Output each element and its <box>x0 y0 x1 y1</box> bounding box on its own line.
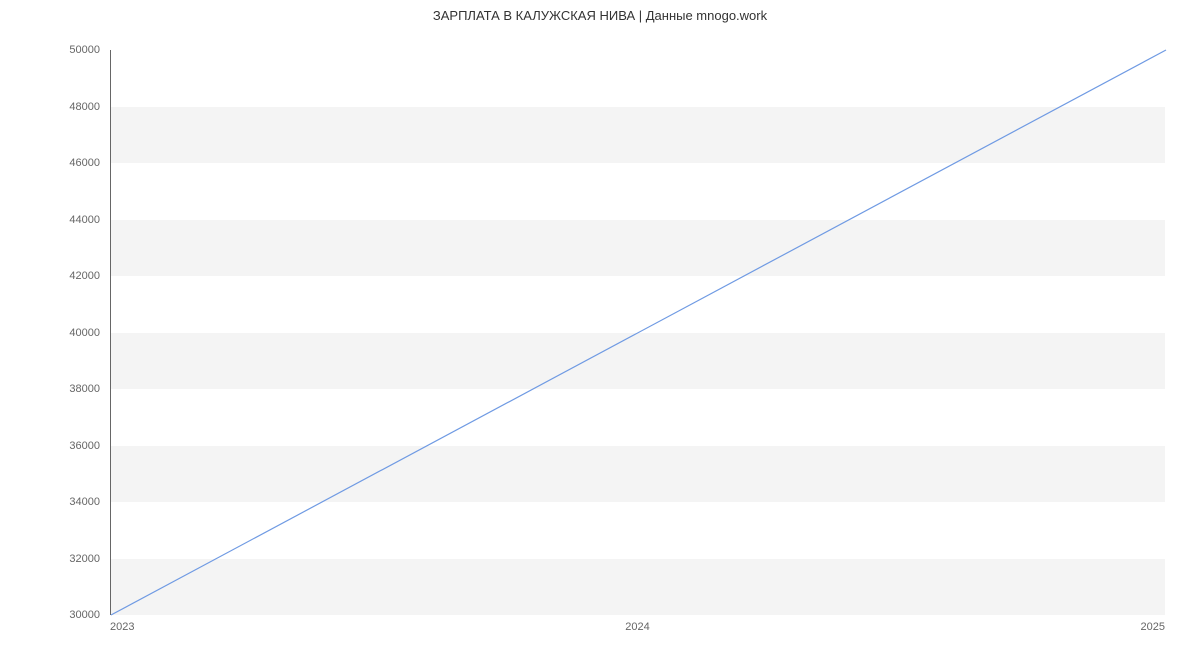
y-tick-label: 30000 <box>0 609 100 621</box>
y-tick-label: 34000 <box>0 496 100 508</box>
y-tick-label: 38000 <box>0 383 100 395</box>
y-tick-label: 48000 <box>0 101 100 113</box>
y-tick-label: 40000 <box>0 327 100 339</box>
y-tick-label: 42000 <box>0 270 100 282</box>
salary-line-chart: ЗАРПЛАТА В КАЛУЖСКАЯ НИВА | Данные mnogo… <box>0 0 1200 650</box>
y-tick-label: 36000 <box>0 440 100 452</box>
x-tick-label: 2023 <box>110 621 134 633</box>
y-tick-label: 44000 <box>0 214 100 226</box>
y-tick-label: 50000 <box>0 44 100 56</box>
plot-area <box>110 50 1165 615</box>
y-tick-label: 32000 <box>0 553 100 565</box>
x-tick-label: 2024 <box>625 621 649 633</box>
x-tick-label: 2025 <box>1141 621 1165 633</box>
chart-title: ЗАРПЛАТА В КАЛУЖСКАЯ НИВА | Данные mnogo… <box>0 8 1200 23</box>
series-layer <box>111 50 1166 615</box>
y-tick-label: 46000 <box>0 157 100 169</box>
series-salary <box>111 50 1166 615</box>
